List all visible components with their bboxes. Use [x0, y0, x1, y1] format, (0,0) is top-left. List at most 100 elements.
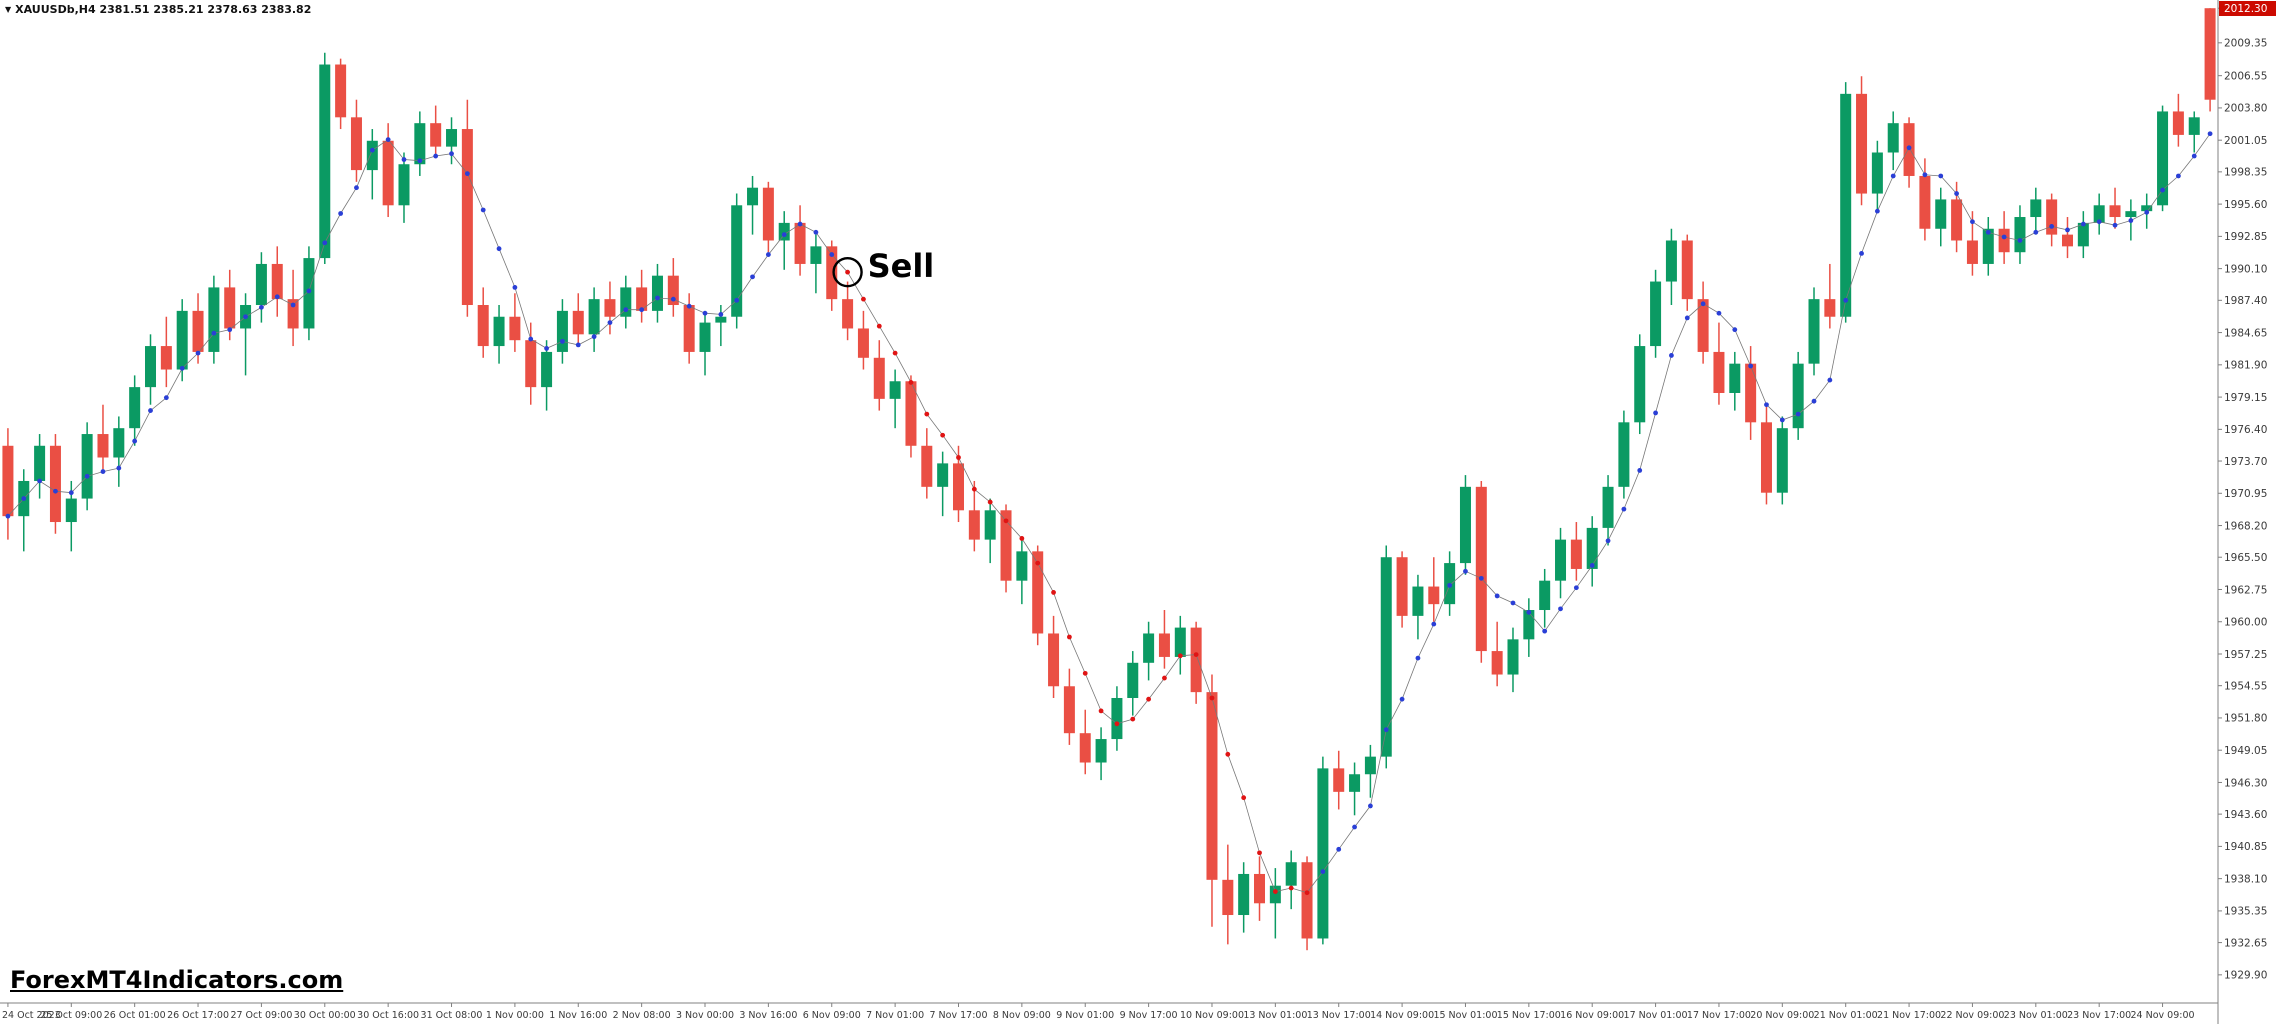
- candle-body: [1048, 633, 1060, 687]
- candle-body: [81, 434, 93, 499]
- ma-dot: [1938, 173, 1944, 179]
- ma-dot: [1621, 506, 1627, 512]
- candle-body: [1206, 692, 1218, 880]
- ma-dot: [1526, 609, 1532, 615]
- price-axis-label: 1935.35: [2224, 906, 2267, 918]
- candle-body: [1491, 651, 1503, 675]
- candle-body: [556, 310, 568, 352]
- ma-dot: [591, 334, 597, 340]
- price-axis-label: 1998.35: [2224, 167, 2267, 179]
- candle-body: [2014, 217, 2026, 253]
- time-axis-label: 15 Nov 01:00: [1433, 1010, 1497, 1021]
- candle-body: [968, 510, 980, 540]
- candle-body: [1713, 351, 1725, 393]
- candle-body: [446, 129, 458, 147]
- ma-dot: [512, 285, 518, 290]
- ma-dot: [84, 473, 90, 479]
- candle-body: [2157, 111, 2169, 206]
- ma-dot: [259, 304, 264, 310]
- price-axis-label: 2009.35: [2224, 38, 2267, 50]
- candle-body: [493, 316, 505, 347]
- price-axis-label: 1984.65: [2224, 327, 2267, 339]
- ma-dot: [1241, 795, 1247, 801]
- time-axis-label: 23 Nov 01:00: [2004, 1010, 2068, 1021]
- ma-dot: [1732, 327, 1738, 333]
- candle-body: [34, 445, 46, 481]
- price-axis-label: 1929.90: [2224, 970, 2267, 982]
- candle-body: [1570, 539, 1582, 569]
- candle-body: [826, 246, 838, 300]
- time-axis-label: 16 Nov 09:00: [1560, 1010, 1624, 1021]
- ma-dot: [2001, 234, 2007, 240]
- time-axis-label: 10 Nov 09:00: [1180, 1010, 1244, 1021]
- price-axis-label: 2001.05: [2224, 135, 2267, 147]
- ma-dot: [68, 490, 74, 496]
- candle-body: [509, 316, 521, 341]
- candle-body: [1158, 633, 1170, 657]
- candle-body: [1143, 633, 1155, 663]
- candle-body: [430, 123, 442, 147]
- ma-dot: [971, 486, 977, 492]
- time-axis-label: 13 Nov 01:00: [1243, 1010, 1307, 1021]
- candle-body: [414, 123, 426, 165]
- time-axis-label: 25 Oct 09:00: [40, 1010, 102, 1021]
- ma-dot: [1589, 563, 1595, 568]
- time-axis-label: 2 Nov 08:00: [613, 1010, 671, 1021]
- candle-body: [1792, 363, 1804, 429]
- candle-body: [1966, 240, 1978, 264]
- ma-dot: [607, 320, 613, 326]
- time-axis-label: 30 Oct 00:00: [294, 1010, 356, 1021]
- candle-body: [651, 275, 663, 311]
- candle-body: [1602, 486, 1614, 528]
- candle-body: [350, 117, 362, 171]
- ma-dot: [179, 365, 185, 371]
- candle-body: [1364, 756, 1376, 775]
- price-axis-label: 1943.60: [2224, 809, 2267, 821]
- candle-body: [1871, 152, 1883, 194]
- ma-dot: [1748, 363, 1754, 369]
- candle-body: [1507, 639, 1519, 675]
- time-axis-label: 24 Nov 09:00: [2131, 1010, 2195, 1021]
- candle-body: [1840, 93, 1852, 317]
- ma-dot: [2096, 219, 2102, 225]
- ma-dot: [2175, 173, 2181, 179]
- time-axis-label: 13 Nov 17:00: [1307, 1010, 1371, 1021]
- ma-dot: [385, 137, 391, 142]
- price-axis-label: 1987.40: [2224, 295, 2267, 307]
- candle-body: [2125, 211, 2137, 218]
- candle-body: [873, 357, 885, 399]
- candle-body: [905, 381, 917, 446]
- symbol-dropdown-icon[interactable]: ▼: [5, 5, 12, 14]
- price-axis-label: 1949.05: [2224, 745, 2267, 757]
- ma-dot: [1415, 655, 1421, 661]
- candle-body: [1032, 551, 1044, 634]
- candle-body: [2030, 199, 2042, 218]
- ma-dot: [1684, 315, 1690, 321]
- time-axis-label: 26 Oct 01:00: [104, 1010, 166, 1021]
- ma-dot: [1811, 398, 1817, 404]
- candle-body: [160, 346, 172, 370]
- ma-dot: [1716, 310, 1722, 316]
- sell-signal-circle: [832, 256, 863, 288]
- ma-dot: [1051, 590, 1056, 595]
- ma-dot: [718, 311, 724, 317]
- ma-dot: [639, 307, 645, 313]
- candle-body: [984, 510, 996, 540]
- ma-dot: [2065, 227, 2070, 233]
- candle-body: [1412, 586, 1424, 616]
- time-axis-label: 30 Oct 16:00: [357, 1010, 419, 1021]
- candle-body: [382, 140, 394, 206]
- ma-dot: [148, 408, 153, 413]
- ma-dot: [987, 499, 993, 505]
- candle-body: [1808, 299, 1820, 364]
- ma-dot: [464, 171, 470, 177]
- candle-body: [1760, 422, 1772, 493]
- candle-body: [2061, 234, 2073, 247]
- candle-body: [319, 64, 331, 259]
- ma-dot: [2112, 222, 2118, 228]
- ma-dot: [940, 432, 946, 438]
- ma-dot: [1985, 229, 1991, 235]
- candle-body: [1586, 527, 1598, 569]
- ma-dot: [1193, 652, 1199, 657]
